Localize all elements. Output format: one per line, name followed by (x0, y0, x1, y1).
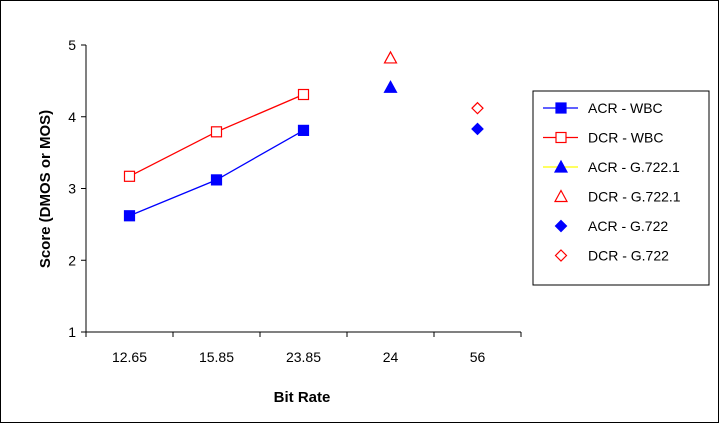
data-point (383, 80, 398, 93)
y-axis-title: Score (DMOS or MOS) (37, 110, 54, 268)
y-tick-label: 4 (68, 109, 76, 125)
data-point (297, 88, 310, 101)
data-point (471, 101, 484, 115)
data-point (123, 170, 136, 182)
data-point (471, 122, 484, 136)
legend-label: DCR - WBC (588, 130, 663, 146)
x-tick-label: 23.85 (286, 349, 321, 365)
data-point (383, 50, 398, 64)
data-point (123, 210, 136, 222)
x-tick-label: 12.65 (112, 349, 147, 365)
legend-marker (553, 159, 569, 173)
y-tick-label: 3 (68, 181, 76, 197)
x-tick-label: 15.85 (199, 349, 234, 365)
legend-marker (555, 131, 567, 144)
legend-label: DCR - G.722.1 (588, 189, 681, 205)
x-axis-title: Bit Rate (274, 389, 331, 406)
legend-marker (553, 189, 569, 203)
legend-marker (555, 102, 567, 114)
plot-area: 1 2 3 4 5 12.65 15.85 23.85 24 56 (68, 37, 522, 365)
legend-label: ACR - G.722.1 (588, 159, 680, 175)
legend-marker (554, 249, 568, 262)
series-line (129, 129, 304, 217)
y-tick-label: 2 (68, 252, 76, 268)
legend-label: DCR - G.722 (588, 248, 669, 264)
data-point (210, 126, 223, 138)
x-tick-label: 24 (383, 349, 399, 365)
x-tick-label: 56 (470, 349, 486, 365)
y-tick-label: 1 (68, 324, 76, 340)
data-point (297, 124, 310, 136)
legend: ACR - WBC DCR - WBC ACR - G.722.1 DCR - G.7… (532, 90, 710, 286)
legend-label: ACR - WBC (588, 100, 663, 116)
legend-marker (554, 219, 568, 233)
legend-label: ACR - G.722 (588, 218, 668, 234)
y-tick-label: 5 (68, 37, 76, 53)
data-point (210, 174, 223, 186)
